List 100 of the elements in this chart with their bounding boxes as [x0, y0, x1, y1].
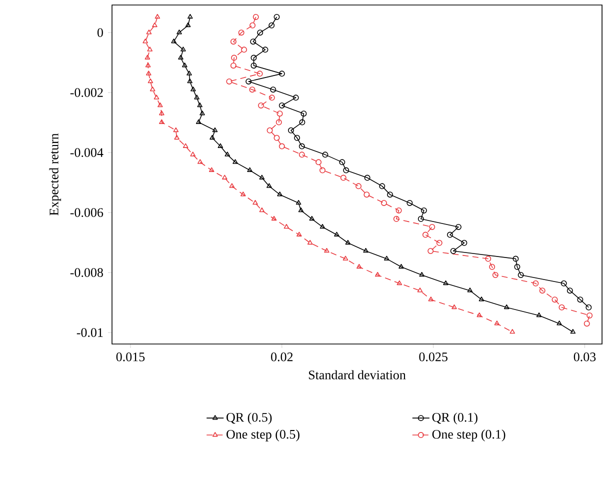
point	[418, 216, 424, 222]
point	[374, 272, 380, 277]
point	[294, 134, 300, 141]
point	[334, 232, 340, 236]
point	[144, 54, 150, 60]
point	[257, 30, 264, 36]
point	[292, 94, 299, 101]
point	[558, 304, 565, 310]
point	[296, 200, 302, 205]
point	[577, 296, 584, 303]
legend-label: QR (0.1)	[432, 412, 478, 424]
point	[250, 54, 257, 61]
point	[212, 127, 218, 132]
point	[552, 296, 558, 303]
point	[218, 143, 224, 148]
point	[296, 232, 302, 236]
point	[146, 30, 152, 34]
x-tick-label: 0.025	[419, 352, 448, 362]
point	[476, 312, 482, 318]
point	[478, 296, 484, 302]
point	[455, 224, 462, 230]
point	[270, 86, 276, 93]
point	[586, 312, 593, 318]
point	[154, 14, 160, 19]
point	[178, 54, 184, 60]
point	[182, 62, 188, 68]
point	[268, 94, 275, 101]
x-tick-label: 0.02	[271, 352, 293, 362]
point	[142, 38, 148, 44]
point	[147, 46, 153, 52]
x-tick-label: 0.03	[574, 352, 596, 362]
point	[230, 62, 236, 69]
point	[379, 183, 386, 190]
y-tick-label: -0.008	[70, 268, 103, 278]
point	[278, 143, 285, 150]
point	[406, 200, 413, 206]
point	[343, 167, 350, 174]
point	[274, 134, 280, 141]
point	[250, 38, 256, 45]
point	[419, 272, 424, 277]
point	[398, 264, 404, 269]
point	[159, 119, 164, 124]
point	[154, 94, 160, 100]
point	[316, 159, 322, 166]
x-axis-title: Standard deviation	[308, 370, 406, 380]
point	[266, 127, 273, 134]
point	[200, 110, 205, 116]
point	[229, 183, 235, 188]
point	[298, 207, 304, 212]
point	[467, 288, 473, 292]
point	[174, 134, 180, 140]
point	[309, 216, 315, 221]
point	[428, 296, 434, 302]
point	[284, 224, 290, 229]
point	[224, 152, 230, 156]
point	[422, 232, 428, 238]
point	[208, 167, 214, 172]
point	[324, 248, 330, 253]
point	[461, 240, 468, 246]
point	[443, 280, 448, 286]
point	[510, 328, 516, 334]
point	[173, 127, 179, 132]
point	[396, 207, 402, 214]
point	[250, 62, 257, 69]
point	[489, 264, 496, 270]
point	[319, 167, 326, 174]
point	[256, 70, 263, 77]
point	[262, 46, 268, 53]
point	[380, 200, 387, 206]
point	[320, 224, 326, 229]
point	[514, 264, 520, 270]
legend-label: One step (0.1)	[432, 430, 506, 442]
point	[222, 174, 228, 180]
point	[238, 30, 244, 36]
point	[492, 272, 498, 278]
legend-label: One step (0.5)	[226, 430, 300, 442]
point	[182, 143, 188, 148]
point	[197, 102, 202, 108]
point	[288, 127, 294, 134]
point	[150, 86, 156, 92]
point	[494, 320, 500, 326]
point	[322, 152, 328, 158]
point	[345, 240, 351, 245]
point	[276, 119, 282, 126]
point	[232, 159, 238, 164]
point	[230, 38, 236, 45]
point	[171, 38, 176, 44]
point	[185, 22, 191, 28]
point	[246, 78, 252, 84]
legend-label: QR (0.5)	[226, 412, 272, 424]
point	[536, 312, 542, 318]
point	[518, 272, 524, 278]
point	[452, 304, 457, 310]
point	[417, 288, 423, 292]
point	[180, 46, 186, 52]
point	[556, 320, 562, 326]
point	[197, 159, 203, 164]
point	[276, 110, 283, 117]
point	[450, 248, 456, 254]
point	[428, 248, 434, 254]
